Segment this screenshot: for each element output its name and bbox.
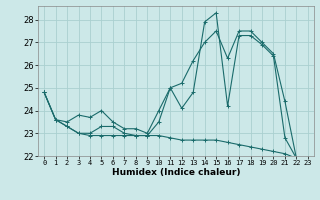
X-axis label: Humidex (Indice chaleur): Humidex (Indice chaleur) [112, 168, 240, 177]
